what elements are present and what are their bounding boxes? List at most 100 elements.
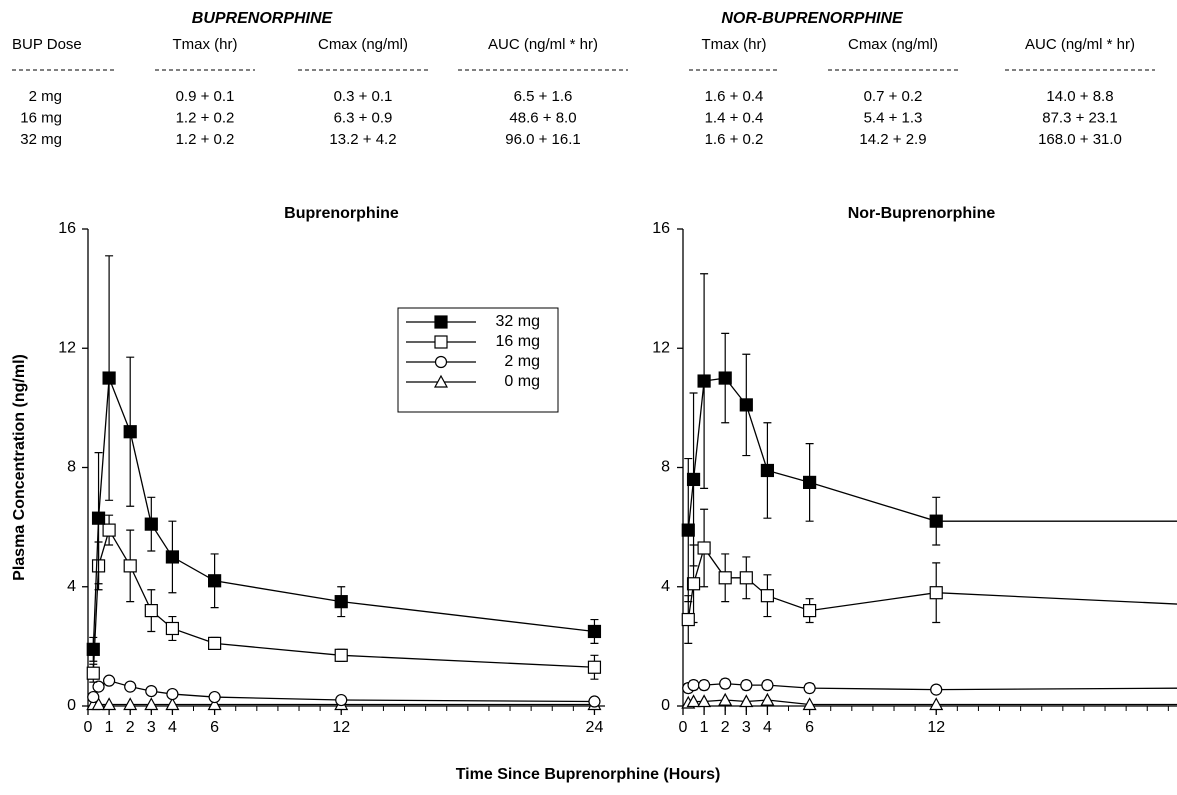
marker: [697, 541, 711, 555]
x-tick-label: 1: [700, 719, 709, 736]
marker: [687, 679, 700, 692]
group-title: NOR-BUPRENORPHINE: [721, 10, 904, 27]
y-tick-label: 4: [67, 578, 76, 595]
y-tick-label: 16: [652, 220, 670, 237]
marker: [124, 680, 137, 693]
line: [687, 377, 1177, 531]
marker: [718, 371, 732, 385]
marker: [123, 559, 137, 573]
marker: [434, 315, 448, 329]
series: [86, 255, 602, 662]
y-tick-label: 12: [652, 339, 670, 356]
y-tick-label: 0: [67, 697, 76, 714]
marker: [803, 682, 816, 695]
marker: [86, 666, 100, 680]
x-tick-label: 6: [210, 719, 219, 736]
marker: [165, 621, 180, 636]
table-cell: 96.0 + 16.1: [505, 131, 580, 148]
table-cell: 1.2 + 0.2: [176, 109, 235, 126]
table-cell: 0.7 + 0.2: [864, 88, 923, 105]
marker: [760, 589, 775, 603]
y-axis-label: Plasma Concentration (ng/ml): [11, 354, 28, 581]
table-cell: 0.3 + 0.1: [334, 88, 393, 105]
marker: [102, 697, 117, 711]
legend-label: 2 mg: [504, 353, 540, 370]
marker: [166, 687, 179, 701]
marker: [587, 624, 602, 639]
y-tick-label: 4: [661, 578, 670, 595]
marker: [144, 697, 159, 711]
marker: [719, 677, 732, 690]
series: [87, 674, 601, 708]
marker: [587, 660, 602, 674]
marker: [144, 517, 158, 531]
marker: [718, 571, 732, 585]
group-title: BUPRENORPHINE: [192, 10, 334, 27]
marker: [930, 683, 943, 696]
chart-title: Nor-Buprenorphine: [848, 205, 996, 222]
legend-box: [397, 307, 559, 413]
marker: [208, 690, 221, 704]
x-axis-label: Time Since Buprenorphine (Hours): [456, 766, 721, 783]
marker: [740, 679, 753, 692]
column-header: Tmax (hr): [173, 36, 238, 53]
marker: [165, 550, 180, 564]
marker: [803, 603, 817, 618]
series: [681, 692, 1177, 711]
table-cell: 1.6 + 0.2: [705, 131, 764, 148]
marker: [760, 692, 775, 706]
marker: [697, 374, 711, 388]
y-tick-label: 16: [58, 220, 76, 237]
table-cell: 32 mg: [20, 131, 62, 148]
series: [681, 508, 1177, 644]
table-cell: 0.9 + 0.1: [176, 88, 235, 105]
marker: [335, 693, 348, 707]
series: [86, 697, 602, 711]
marker: [433, 374, 449, 388]
marker: [92, 680, 105, 693]
marker: [802, 697, 817, 711]
x-tick-label: 12: [927, 719, 945, 736]
series: [682, 677, 1177, 696]
x-tick-label: 0: [679, 719, 688, 736]
marker: [681, 612, 695, 627]
x-tick-label: 4: [168, 719, 177, 736]
x-tick-label: 6: [805, 719, 814, 736]
legend-label: 32 mg: [496, 313, 540, 330]
legend-label: 16 mg: [496, 333, 540, 350]
marker: [761, 679, 774, 692]
table-cell: 14.2 + 2.9: [859, 131, 926, 148]
table-cell: 168.0 + 31.0: [1038, 131, 1122, 148]
legend-label: 0 mg: [504, 373, 540, 390]
table-cell: 6.3 + 0.9: [334, 109, 393, 126]
x-tick-label: 3: [742, 719, 751, 736]
marker: [103, 674, 116, 687]
marker: [929, 514, 943, 528]
marker: [588, 695, 601, 708]
chart: Buprenorphine Plasma Concentration (ng/ml…: [11, 205, 605, 736]
column-header: AUC (ng/ml * hr): [488, 36, 598, 53]
table-cell: 87.3 + 23.1: [1042, 109, 1117, 126]
table-cell: 6.5 + 1.6: [514, 88, 573, 105]
marker: [686, 694, 701, 708]
marker: [929, 586, 943, 600]
table-cell: 1.6 + 0.4: [705, 88, 764, 105]
column-header: AUC (ng/ml * hr): [1025, 36, 1135, 53]
column-header: BUP Dose: [12, 36, 82, 53]
line: [687, 546, 1177, 620]
marker: [686, 577, 701, 591]
table-cell: 14.0 + 8.8: [1046, 88, 1113, 105]
table-cell: 1.2 + 0.2: [176, 131, 235, 148]
line: [92, 377, 595, 650]
marker: [165, 697, 180, 711]
column-header: Tmax (hr): [702, 36, 767, 53]
marker: [123, 425, 137, 439]
series: [681, 273, 1177, 603]
marker: [334, 648, 348, 662]
x-tick-label: 2: [126, 719, 135, 736]
y-tick-label: 0: [661, 697, 670, 714]
marker: [681, 523, 695, 537]
marker: [739, 694, 754, 708]
x-tick-label: 3: [147, 719, 156, 736]
y-tick-label: 12: [58, 339, 76, 356]
